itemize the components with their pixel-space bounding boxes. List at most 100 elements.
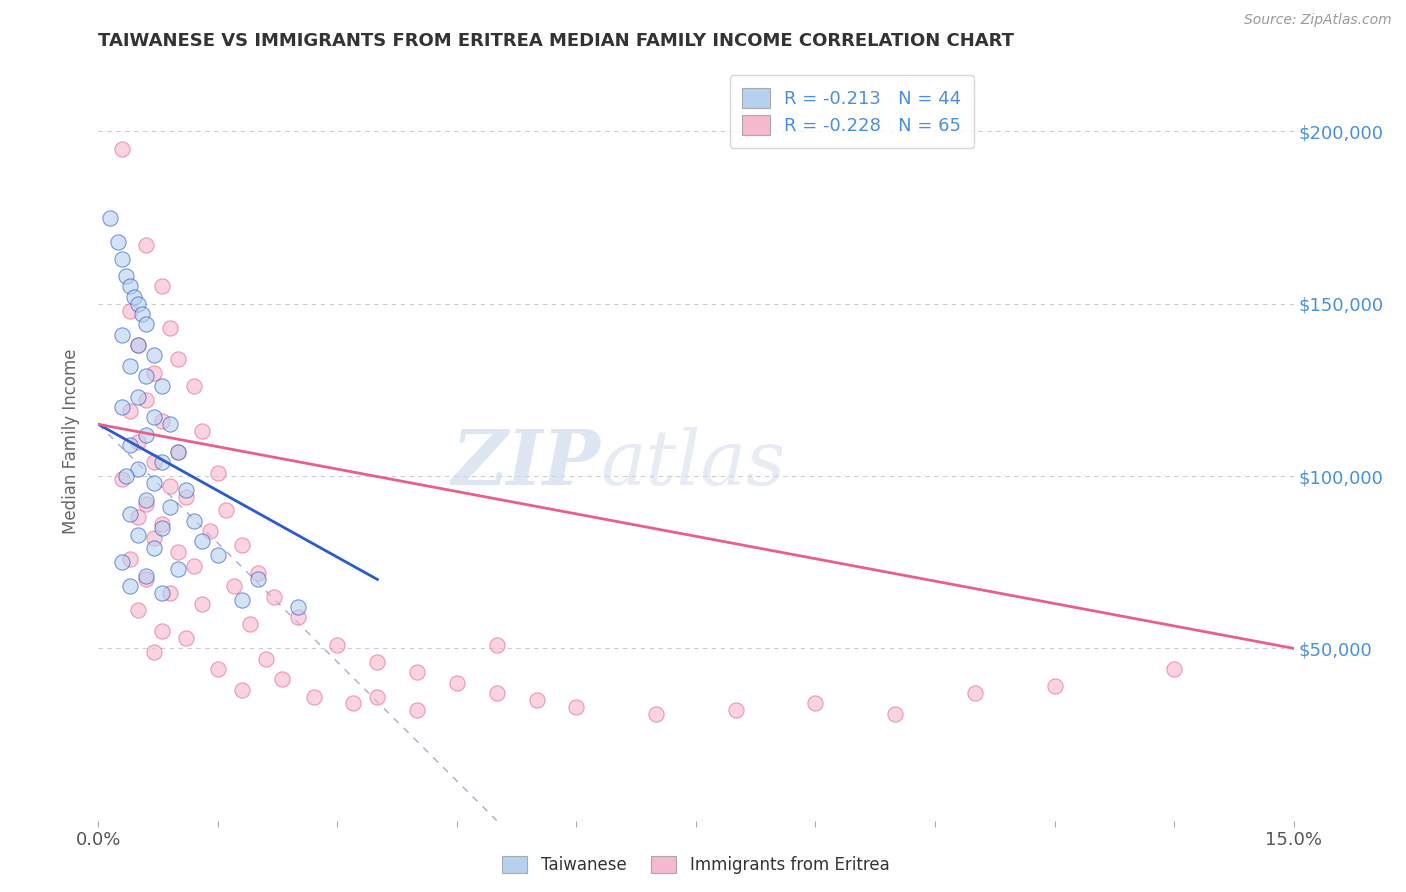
- Point: [1043, 679, 1066, 693]
- Point: [159, 320, 181, 334]
- Point: [207, 466, 229, 480]
- Point: [174, 483, 197, 497]
- Point: [127, 296, 149, 310]
- Point: [167, 351, 190, 366]
- Point: [143, 455, 166, 469]
- Point: [127, 510, 149, 524]
- Point: [366, 690, 388, 704]
- Point: [167, 445, 190, 459]
- Point: [120, 359, 142, 373]
- Point: [127, 338, 149, 352]
- Point: [120, 579, 142, 593]
- Point: [120, 438, 142, 452]
- Text: Source: ZipAtlas.com: Source: ZipAtlas.com: [1244, 13, 1392, 28]
- Point: [804, 697, 827, 711]
- Point: [150, 414, 173, 428]
- Point: [270, 673, 292, 687]
- Point: [150, 279, 173, 293]
- Point: [127, 434, 149, 449]
- Point: [143, 645, 166, 659]
- Point: [366, 655, 388, 669]
- Point: [287, 610, 309, 624]
- Point: [111, 142, 134, 156]
- Point: [135, 427, 157, 442]
- Point: [135, 493, 157, 508]
- Point: [120, 279, 142, 293]
- Point: [246, 573, 269, 587]
- Point: [127, 527, 149, 541]
- Point: [287, 599, 309, 614]
- Point: [406, 665, 429, 680]
- Point: [120, 507, 142, 521]
- Point: [115, 269, 138, 284]
- Point: [111, 327, 134, 342]
- Point: [183, 379, 205, 393]
- Point: [143, 475, 166, 490]
- Point: [167, 445, 190, 459]
- Point: [174, 631, 197, 645]
- Point: [191, 534, 214, 549]
- Point: [215, 503, 238, 517]
- Text: ZIP: ZIP: [451, 427, 600, 501]
- Point: [135, 497, 157, 511]
- Point: [127, 338, 149, 352]
- Point: [183, 558, 205, 573]
- Point: [115, 469, 138, 483]
- Point: [107, 235, 129, 249]
- Point: [231, 593, 253, 607]
- Point: [231, 682, 253, 697]
- Point: [302, 690, 325, 704]
- Point: [150, 521, 173, 535]
- Point: [120, 403, 142, 417]
- Point: [127, 390, 149, 404]
- Point: [167, 545, 190, 559]
- Point: [207, 662, 229, 676]
- Point: [239, 617, 262, 632]
- Point: [963, 686, 986, 700]
- Point: [222, 579, 245, 593]
- Point: [724, 703, 747, 717]
- Point: [135, 569, 157, 583]
- Point: [124, 290, 146, 304]
- Point: [207, 548, 229, 563]
- Point: [150, 379, 173, 393]
- Point: [135, 369, 157, 384]
- Point: [127, 462, 149, 476]
- Point: [884, 706, 907, 721]
- Point: [135, 393, 157, 408]
- Text: atlas: atlas: [600, 427, 786, 501]
- Point: [135, 238, 157, 252]
- Point: [263, 590, 285, 604]
- Point: [143, 410, 166, 425]
- Point: [150, 624, 173, 639]
- Point: [111, 555, 134, 569]
- Point: [342, 697, 364, 711]
- Point: [198, 524, 221, 538]
- Point: [191, 424, 214, 438]
- Y-axis label: Median Family Income: Median Family Income: [62, 349, 80, 534]
- Point: [120, 551, 142, 566]
- Point: [159, 500, 181, 514]
- Point: [98, 211, 122, 225]
- Text: TAIWANESE VS IMMIGRANTS FROM ERITREA MEDIAN FAMILY INCOME CORRELATION CHART: TAIWANESE VS IMMIGRANTS FROM ERITREA MED…: [98, 32, 1014, 50]
- Point: [485, 638, 508, 652]
- Point: [446, 675, 468, 690]
- Point: [143, 348, 166, 362]
- Point: [111, 252, 134, 266]
- Point: [485, 686, 508, 700]
- Point: [645, 706, 668, 721]
- Point: [131, 307, 153, 321]
- Point: [326, 638, 349, 652]
- Point: [143, 541, 166, 556]
- Point: [111, 400, 134, 414]
- Point: [174, 490, 197, 504]
- Point: [111, 473, 134, 487]
- Point: [254, 651, 277, 665]
- Point: [406, 703, 429, 717]
- Point: [159, 586, 181, 600]
- Point: [1163, 662, 1185, 676]
- Point: [135, 318, 157, 332]
- Point: [143, 531, 166, 545]
- Point: [565, 699, 588, 714]
- Point: [143, 366, 166, 380]
